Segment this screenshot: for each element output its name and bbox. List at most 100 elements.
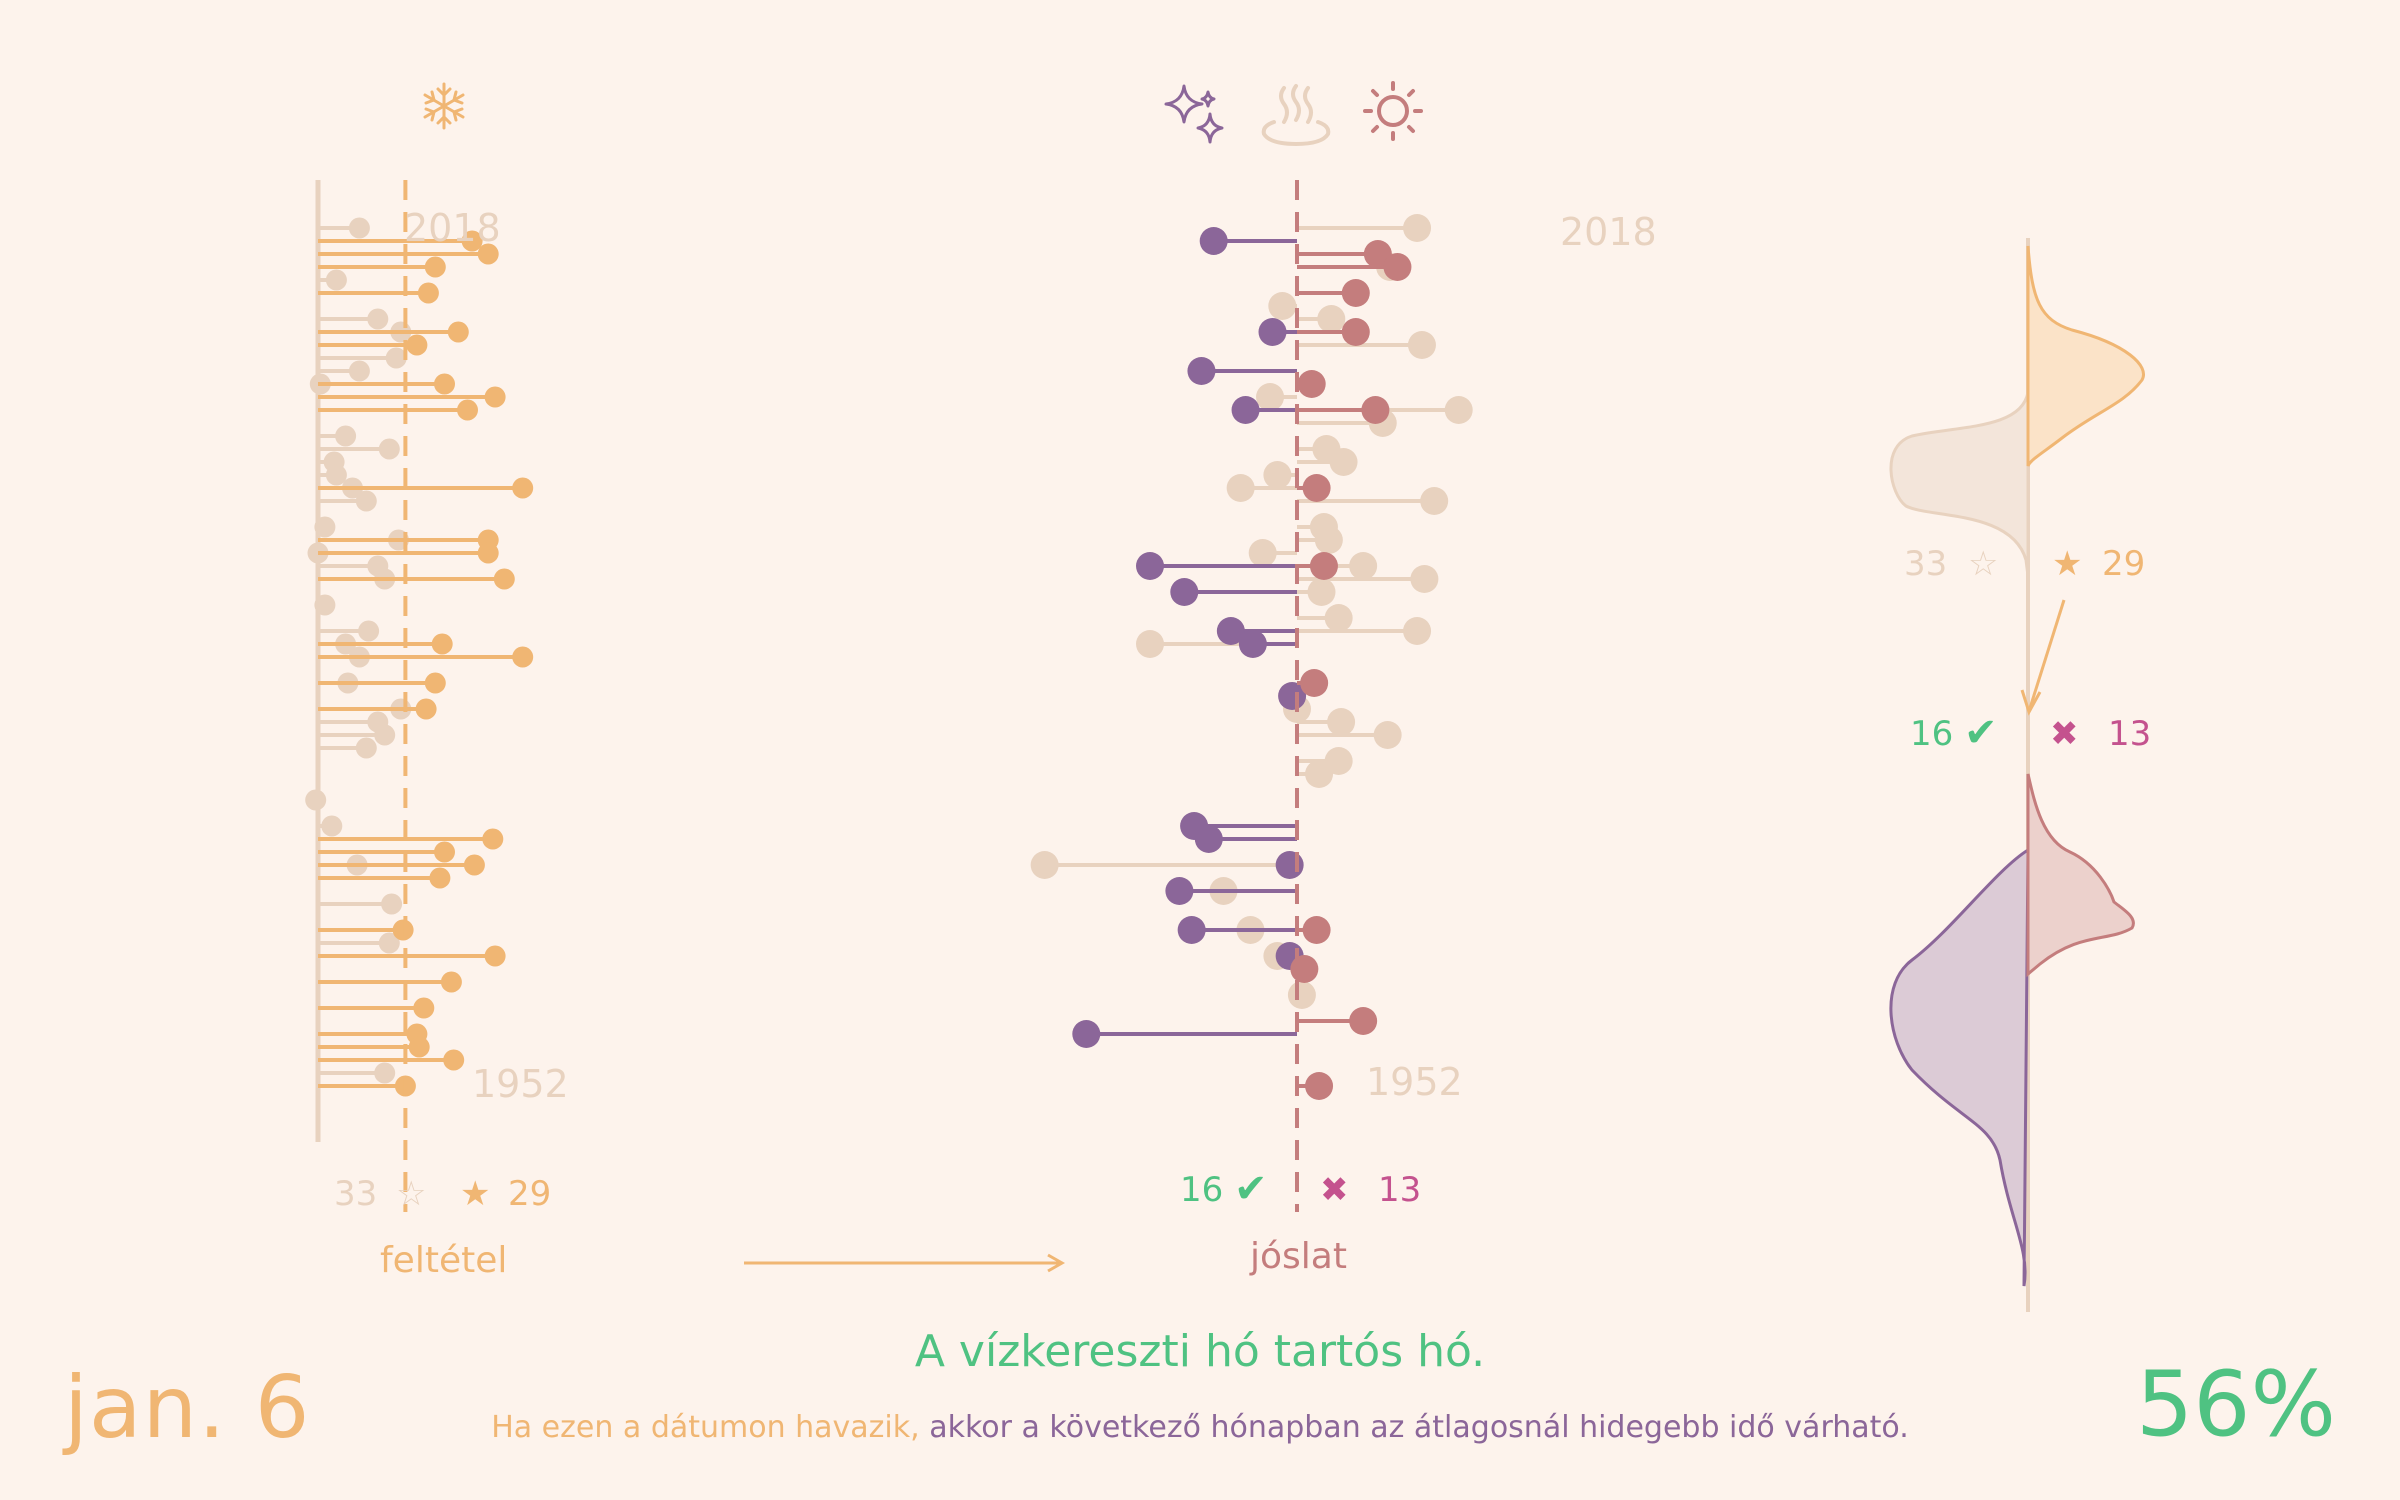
prediction-dot (1341, 279, 1370, 307)
condition-dot (415, 698, 437, 720)
subtitle-condition: Ha ezen a dátumon havazik, (491, 1410, 920, 1445)
prediction-dot (1275, 851, 1304, 879)
prediction-dot (1403, 617, 1432, 645)
prediction-dot (1170, 578, 1199, 606)
cross-icon: ✖ (1320, 1170, 1349, 1210)
prediction-dot (1309, 552, 1338, 580)
condition-dot (447, 321, 469, 343)
condition-dot (424, 256, 446, 278)
condition-dot (493, 568, 515, 590)
prediction-dot (1177, 916, 1206, 944)
condition-dot (374, 1062, 396, 1084)
prediction-dot (1302, 474, 1331, 502)
dist-count-correct: 16 (1910, 714, 1954, 754)
prediction-dot (1231, 396, 1260, 424)
prediction-dot (1327, 708, 1356, 736)
condition-dot (477, 243, 499, 265)
condition-dot (461, 230, 483, 252)
dist-prediction-correct (1889, 847, 2030, 1287)
prediction-dot (1226, 474, 1255, 502)
condition-dot (406, 334, 428, 356)
dist-star-outline-icon: ☆ (1968, 544, 1999, 584)
prediction-dot (1444, 396, 1473, 424)
prediction-dot (1307, 578, 1336, 606)
condition-dot (424, 672, 446, 694)
prediction-dot (1349, 552, 1378, 580)
prediction-dot (1238, 630, 1267, 658)
prediction-dot (1165, 877, 1194, 905)
dist-condition-not-met (1889, 391, 2030, 577)
prediction-dot (1199, 227, 1228, 255)
star-outline-icon: ☆ (396, 1174, 427, 1214)
condition-dot (429, 867, 451, 889)
count-wrong: 13 (1378, 1170, 1422, 1210)
condition-dot (378, 438, 400, 460)
prediction-dot (1373, 721, 1402, 749)
prediction-dot (1248, 539, 1277, 567)
condition-dot (413, 997, 435, 1019)
prediction-dot (1278, 682, 1307, 710)
prediction-dot (1030, 851, 1059, 879)
condition-dot (314, 516, 336, 538)
condition-dot (321, 815, 343, 837)
prediction-dot (1324, 604, 1353, 632)
prediction-dot (1256, 383, 1285, 411)
condition-dot (348, 360, 370, 382)
year-label-top-left: 2018 (404, 206, 501, 250)
prediction-dot (1297, 370, 1326, 398)
prediction-dot (1300, 669, 1329, 697)
prediction-dot (1268, 292, 1297, 320)
prediction-dot (1263, 461, 1292, 489)
condition-dot (378, 932, 400, 954)
dist-count-met: 29 (2102, 544, 2146, 584)
flow-arrowhead (1047, 1253, 1066, 1273)
prediction-dot (1305, 760, 1334, 788)
prediction-dot (1187, 357, 1216, 385)
condition-dot (348, 217, 370, 239)
prediction-dot (1349, 1007, 1378, 1035)
condition-dot (512, 477, 534, 499)
condition-dot (325, 464, 347, 486)
condition-dot (367, 308, 389, 330)
prediction-dot (1302, 916, 1331, 944)
condition-dot (440, 971, 462, 993)
condition-dot (381, 893, 403, 915)
condition-dot (512, 646, 534, 668)
condition-dot (385, 347, 407, 369)
condition-dot (305, 789, 327, 811)
condition-dot (392, 919, 414, 941)
condition-dot (325, 269, 347, 291)
condition-dot (443, 1049, 465, 1071)
count-correct: 16 (1180, 1170, 1224, 1210)
prediction-dot (1383, 253, 1412, 281)
condition-dot (408, 1036, 430, 1058)
subtitle: Ha ezen a dátumon havazik, akkor a követ… (0, 1410, 2400, 1445)
condition-dot (314, 594, 336, 616)
year-label-bottom-left: 1952 (472, 1062, 569, 1106)
condition-dot (417, 282, 439, 304)
prediction-dot (1341, 318, 1370, 346)
dist-condition-met (2026, 245, 2145, 467)
condition-dot (434, 841, 455, 863)
condition-dot (484, 386, 506, 408)
condition-dot (358, 620, 380, 642)
prediction-dot (1287, 981, 1316, 1009)
subtitle-prediction: akkor a következő hónapban az átlagosnál… (929, 1410, 1909, 1445)
dist-count-wrong: 13 (2108, 714, 2152, 754)
condition-dot (477, 542, 499, 564)
prediction-dot (1403, 214, 1432, 242)
condition-dot (335, 425, 357, 447)
dist-prediction-wrong (2026, 773, 2135, 978)
sparkle-icon (1164, 84, 1224, 144)
prediction-dot (1317, 305, 1346, 333)
percentage: 56% (2136, 1352, 2337, 1457)
condition-dot (355, 737, 377, 759)
dist-star-filled-icon: ★ (2052, 544, 2083, 584)
prediction-dot (1305, 1072, 1334, 1100)
count-met: 29 (508, 1174, 552, 1214)
prediction-dot (1410, 565, 1439, 593)
year-label-bottom-mid: 1952 (1366, 1060, 1463, 1104)
condition-dot (463, 854, 485, 876)
date-label: jan. 6 (64, 1358, 311, 1458)
